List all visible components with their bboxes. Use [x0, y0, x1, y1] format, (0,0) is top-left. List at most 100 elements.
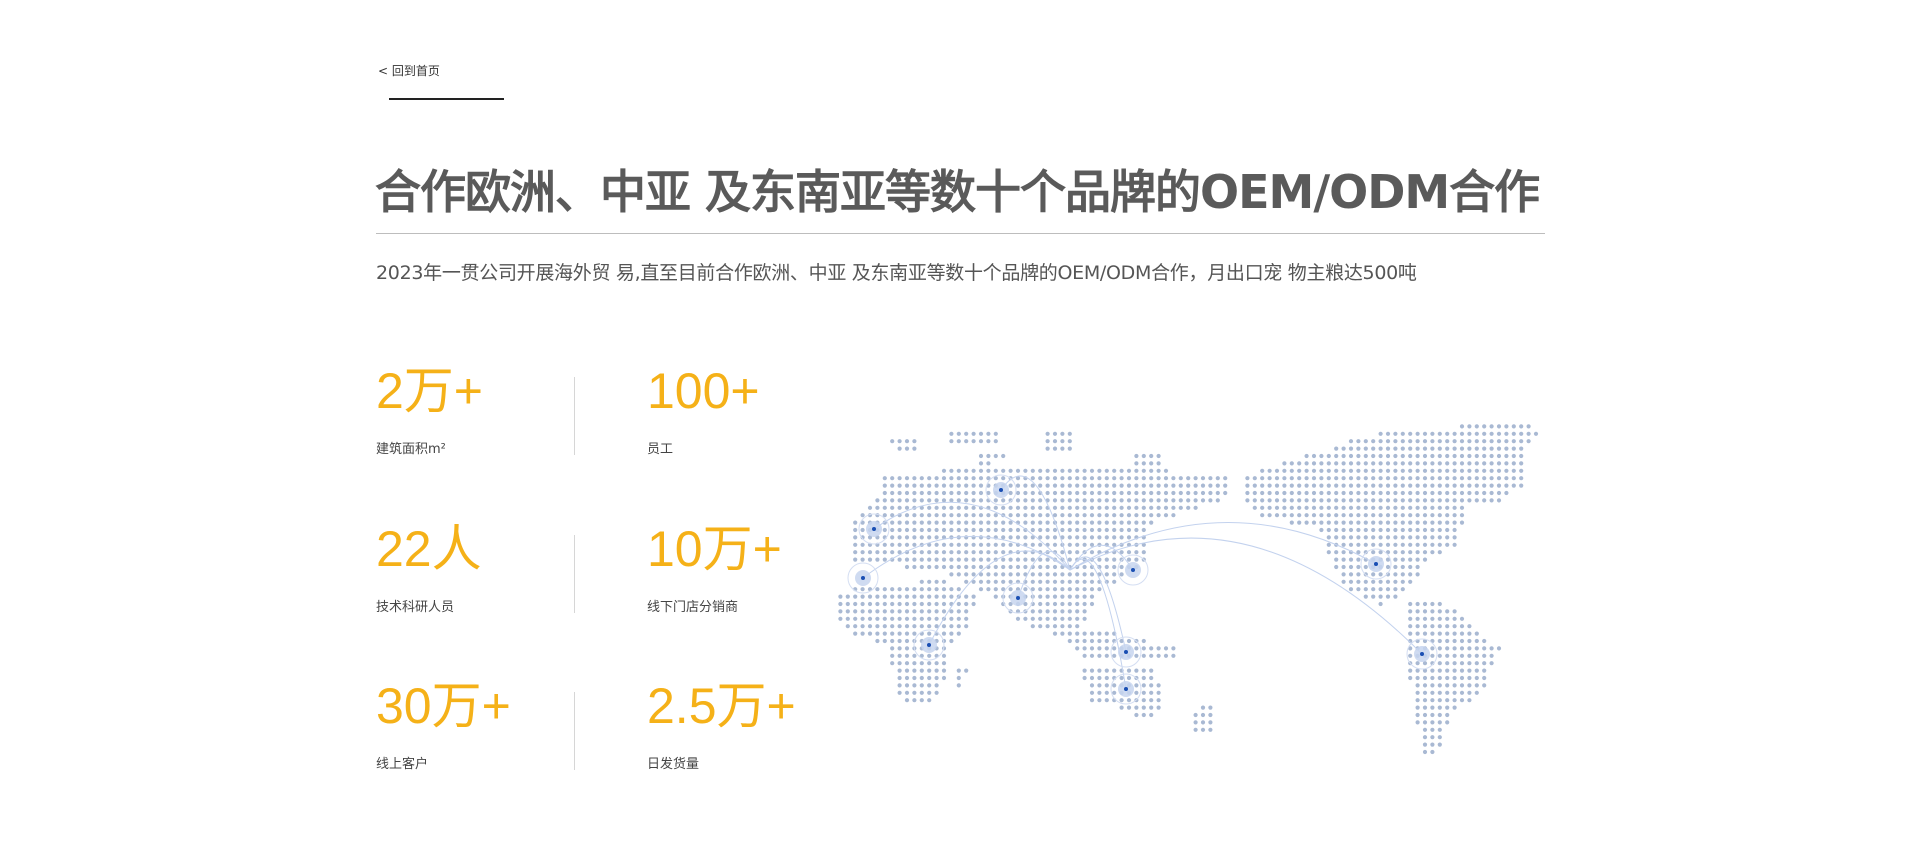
map-dot	[1112, 579, 1117, 584]
map-dot	[971, 579, 976, 584]
map-dot	[1060, 476, 1065, 481]
map-dot	[1067, 490, 1072, 496]
map-dot	[1141, 527, 1146, 533]
map-dot	[1112, 535, 1117, 540]
map-dot	[1208, 720, 1213, 725]
map-dot	[867, 557, 873, 562]
map-dot	[1445, 542, 1450, 547]
map-dot	[890, 601, 895, 607]
map-dot	[1075, 631, 1080, 636]
map-dot	[1038, 616, 1043, 621]
map-dot	[1334, 453, 1339, 459]
map-dot	[1452, 505, 1457, 510]
map-dot	[1089, 690, 1095, 695]
map-dot	[927, 513, 932, 518]
map-dot	[1363, 498, 1368, 503]
map-dot	[1067, 609, 1072, 614]
map-dot	[853, 520, 858, 525]
map-dot	[1149, 712, 1154, 718]
map-dot	[897, 535, 902, 540]
map-dot	[1089, 505, 1095, 510]
map-dot	[1437, 601, 1442, 607]
map-dot	[897, 653, 902, 658]
map-dot	[1511, 424, 1516, 429]
map-dot	[1030, 490, 1035, 496]
map-dot	[1134, 513, 1139, 518]
map-dot	[927, 683, 932, 688]
map-dot	[1430, 631, 1435, 636]
map-dot	[1415, 661, 1420, 666]
map-dot	[1408, 498, 1413, 503]
map-dot	[1075, 490, 1080, 496]
map-dot	[919, 601, 924, 607]
map-dot	[1060, 498, 1065, 503]
stat-building-area: 2万+ 建筑面积m²	[376, 366, 483, 457]
map-dot	[1126, 550, 1132, 555]
map-dot	[1126, 668, 1132, 673]
map-dot	[1082, 468, 1087, 473]
map-dot	[1482, 646, 1487, 651]
map-dot	[853, 542, 858, 547]
map-dot	[971, 505, 976, 510]
stat-value: 10万+	[647, 521, 782, 577]
map-dot	[1408, 490, 1413, 496]
map-dot	[1459, 616, 1465, 621]
map-dot	[1134, 668, 1139, 673]
map-dot	[912, 624, 917, 629]
map-dot	[1363, 446, 1368, 451]
map-dot	[1030, 587, 1035, 592]
map-dot	[1200, 483, 1206, 488]
map-dot	[1422, 609, 1428, 614]
map-dot	[1112, 564, 1117, 570]
map-dot	[1141, 712, 1146, 718]
map-dot	[956, 668, 961, 673]
map-dot	[1008, 498, 1013, 503]
map-dot	[838, 616, 843, 621]
map-dot	[1415, 535, 1420, 540]
map-dot	[1378, 483, 1383, 488]
map-dot	[1067, 616, 1072, 621]
map-dot	[867, 505, 873, 510]
map-dot	[1030, 550, 1035, 555]
map-dot	[1408, 675, 1413, 681]
map-dot	[1141, 550, 1146, 555]
map-dot	[1408, 653, 1413, 658]
back-to-home-link[interactable]: < 回到首页	[378, 64, 440, 78]
map-dot	[1422, 550, 1428, 555]
map-dot	[971, 601, 976, 607]
map-dot	[927, 490, 932, 496]
map-dot	[1023, 505, 1028, 510]
map-dot	[1504, 490, 1509, 496]
map-dot	[1134, 683, 1139, 688]
map-dot	[1415, 683, 1420, 688]
map-dot	[882, 594, 887, 599]
map-dot	[1289, 520, 1294, 525]
map-dot	[875, 601, 880, 607]
map-dot	[1371, 468, 1376, 473]
map-dot	[993, 572, 998, 577]
map-dot	[1141, 683, 1146, 688]
map-dot	[1156, 683, 1161, 688]
map-dot	[1060, 535, 1065, 540]
map-dot	[1408, 564, 1413, 570]
map-dot	[1104, 690, 1109, 695]
map-dot	[1489, 468, 1494, 473]
map-dot	[890, 542, 895, 547]
map-dot	[1067, 446, 1072, 451]
map-dot	[1104, 468, 1109, 473]
map-dot	[845, 594, 850, 599]
map-dot	[1348, 446, 1354, 451]
map-dot	[1356, 550, 1361, 555]
map-dot	[1001, 527, 1006, 533]
map-dot	[1408, 579, 1413, 584]
map-dot	[882, 476, 887, 481]
map-dot	[1489, 453, 1494, 459]
map-dot	[1393, 579, 1398, 584]
map-dot	[1378, 527, 1383, 533]
map-dot	[1363, 579, 1368, 584]
map-dot	[986, 550, 991, 555]
map-dot	[1030, 579, 1035, 584]
map-dot	[1422, 675, 1428, 681]
map-dot	[941, 631, 947, 636]
map-dot	[1141, 483, 1146, 488]
